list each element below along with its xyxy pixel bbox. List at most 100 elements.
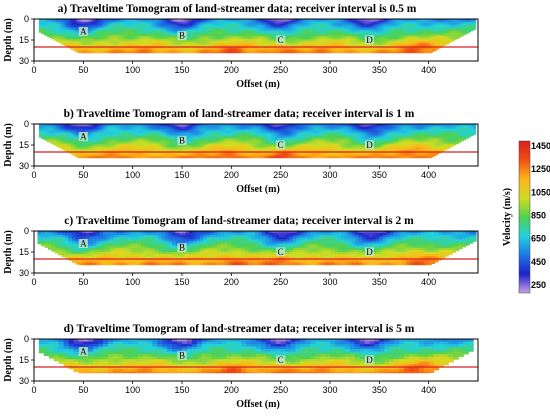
velocity-cell (66, 19, 70, 22)
velocity-cell (73, 43, 77, 46)
velocity-cell (386, 49, 390, 52)
velocity-cell (147, 156, 151, 159)
velocity-cell (140, 48, 144, 51)
velocity-cell (103, 43, 107, 46)
velocity-cell (297, 31, 301, 34)
velocity-cell (169, 150, 173, 153)
velocity-cell (159, 127, 163, 130)
velocity-cell (342, 22, 346, 25)
velocity-cell (256, 49, 260, 52)
velocity-cell (56, 29, 60, 32)
velocity-cell (408, 32, 412, 35)
velocity-cell (307, 26, 311, 29)
velocity-cell (394, 28, 398, 31)
velocity-cell (90, 140, 94, 144)
velocity-cell (384, 43, 388, 46)
velocity-cell (88, 131, 92, 134)
velocity-cell (73, 23, 77, 26)
velocity-cell (117, 25, 121, 28)
velocity-cell (315, 34, 319, 37)
velocity-cell (441, 40, 445, 43)
velocity-cell (186, 125, 190, 128)
velocity-cell (453, 31, 457, 34)
velocity-cell (152, 34, 156, 37)
velocity-cell (310, 31, 314, 34)
velocity-cell (391, 23, 395, 26)
velocity-cell (159, 40, 163, 43)
velocity-cell (408, 42, 412, 45)
velocity-cell (465, 28, 469, 31)
velocity-cell (100, 34, 104, 37)
velocity-cell (95, 48, 99, 51)
velocity-cell (211, 46, 215, 49)
velocity-cell (260, 32, 264, 35)
velocity-cell (344, 37, 348, 40)
velocity-cell (396, 22, 400, 25)
velocity-cell (120, 49, 124, 52)
velocity-cell (56, 39, 60, 42)
velocity-cell (117, 154, 121, 157)
velocity-cell (426, 25, 430, 28)
velocity-cell (117, 39, 121, 42)
velocity-cell (191, 51, 195, 54)
velocity-cell (159, 130, 163, 133)
velocity-cell (344, 26, 348, 29)
velocity-cell (58, 145, 62, 148)
velocity-cell (140, 49, 144, 52)
velocity-cell (71, 40, 75, 43)
velocity-cell (149, 128, 153, 131)
velocity-cell (367, 28, 371, 31)
velocity-cell (238, 31, 242, 34)
velocity-cell (431, 29, 435, 32)
velocity-cell (330, 48, 334, 51)
velocity-cell (196, 25, 200, 28)
velocity-cell (300, 28, 304, 31)
velocity-cell (305, 23, 309, 26)
velocity-cell (108, 40, 112, 43)
velocity-cell (80, 19, 84, 22)
velocity-cell (209, 23, 213, 26)
velocity-cell (199, 43, 203, 46)
velocity-cell (177, 48, 181, 51)
velocity-cell (423, 32, 427, 35)
velocity-cell (246, 49, 250, 52)
velocity-cell (85, 154, 89, 157)
velocity-cell (260, 39, 264, 42)
velocity-cell (61, 22, 65, 25)
velocity-cell (246, 37, 250, 40)
velocity-cell (159, 151, 163, 154)
velocity-cell (278, 48, 282, 51)
velocity-cell (167, 22, 171, 25)
velocity-cell (137, 49, 141, 52)
velocity-cell (159, 25, 163, 28)
velocity-cell (172, 140, 176, 144)
velocity-cell (416, 35, 420, 39)
velocity-cell (154, 49, 158, 52)
velocity-cell (169, 37, 173, 40)
velocity-cell (295, 51, 299, 54)
velocity-cell (132, 124, 136, 127)
velocity-cell (233, 31, 237, 34)
velocity-cell (83, 45, 87, 48)
velocity-cell (194, 150, 198, 153)
velocity-cell (367, 20, 371, 23)
velocity-cell (117, 137, 121, 140)
velocity-cell (167, 133, 171, 136)
velocity-cell (233, 25, 237, 28)
velocity-cell (117, 125, 121, 128)
velocity-cell (135, 150, 139, 153)
velocity-cell (132, 19, 136, 22)
velocity-cell (421, 45, 425, 48)
velocity-cell (98, 139, 102, 142)
velocity-cell (332, 32, 336, 35)
velocity-cell (105, 48, 109, 51)
velocity-cell (384, 23, 388, 26)
velocity-cell (344, 45, 348, 48)
velocity-cell (248, 40, 252, 43)
velocity-cell (349, 20, 353, 23)
velocity-cell (280, 31, 284, 34)
velocity-cell (265, 40, 269, 43)
velocity-cell (120, 139, 124, 142)
velocity-cell (359, 39, 363, 42)
velocity-cell (357, 32, 361, 35)
